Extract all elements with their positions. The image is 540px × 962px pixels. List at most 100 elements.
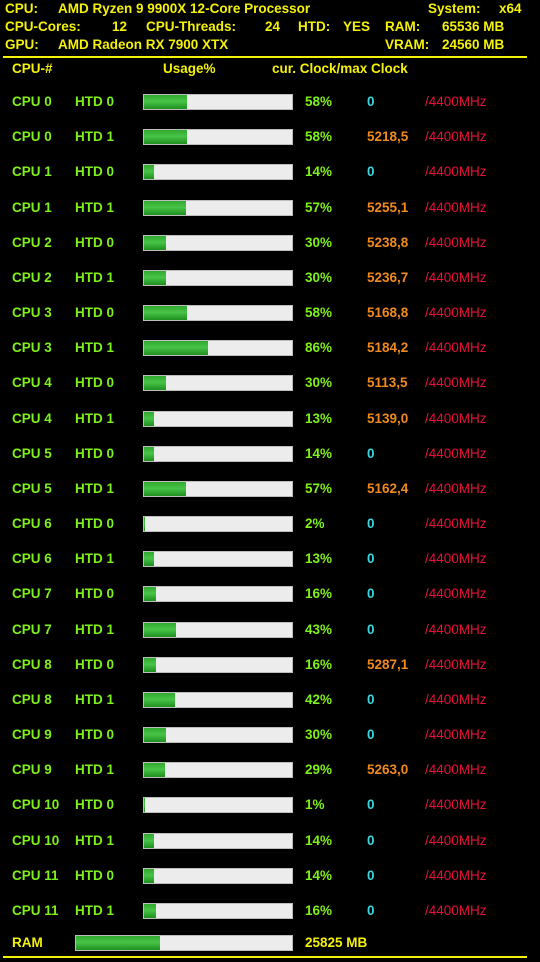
cpu-usage-bar	[143, 164, 293, 181]
ram-row: RAM 25825 MB	[0, 933, 540, 953]
cpu-row: CPU 9 HTD 1 29% 5263,0/4400MHz	[0, 760, 540, 795]
cpu-row-thread: HTD 0	[75, 234, 115, 250]
cpu-row-label: CPU 8	[12, 656, 52, 672]
cpu-usage-bar-fill	[144, 270, 167, 285]
ram-row-value: 25825 MB	[305, 935, 368, 950]
cpu-max-clock: /4400MHz	[425, 727, 487, 743]
cpu-row-label: CPU 3	[12, 340, 52, 356]
htd-label: HTD:	[298, 19, 331, 34]
gpu-name: AMD Radeon RX 7900 XTX	[58, 37, 229, 52]
cpu-row-label: CPU 5	[12, 480, 52, 496]
header-line-cores: CPU-Cores: 12 CPU-Threads: 24 HTD: YES R…	[0, 18, 540, 36]
cpu-row-label: CPU 10	[12, 797, 60, 813]
cpu-row-label: CPU 0	[12, 94, 52, 109]
cpu-row-label: CPU 7	[12, 586, 52, 602]
cpu-current-clock: 0	[367, 832, 375, 848]
cpu-row-label: CPU 7	[12, 621, 52, 637]
cpu-row: CPU 1 HTD 0 14% 0/4400MHz	[0, 162, 540, 197]
cpu-row-thread: HTD 1	[75, 762, 115, 778]
cpu-usage-bar	[143, 375, 293, 392]
column-header-usage: Usage%	[163, 61, 216, 76]
cpu-usage-percent: 57%	[305, 199, 333, 215]
cpu-row: CPU 1 HTD 1 57% 5255,1/4400MHz	[0, 198, 540, 233]
cpu-row-label: CPU 0	[12, 129, 52, 145]
cpu-current-clock: 0	[367, 94, 375, 109]
cpu-row-thread: HTD 0	[75, 94, 115, 109]
cpu-max-clock: /4400MHz	[425, 445, 487, 461]
cpu-label: CPU:	[5, 1, 38, 16]
cpu-current-clock: 5162,4	[367, 480, 409, 496]
cpu-max-clock: /4400MHz	[425, 94, 487, 109]
cpu-row: CPU 4 HTD 1 13% 5139,0/4400MHz	[0, 409, 540, 444]
cpu-usage-percent: 13%	[305, 551, 333, 567]
cpu-current-clock: 5139,0	[367, 410, 409, 426]
cpu-usage-percent: 30%	[305, 269, 333, 285]
cpu-usage-percent: 1%	[305, 797, 325, 813]
cpu-current-clock: 0	[367, 586, 375, 602]
cpu-usage-bar-fill	[144, 622, 176, 637]
cpu-row: CPU 2 HTD 0 30% 5238,8/4400MHz	[0, 233, 540, 268]
cpu-row-thread: HTD 1	[75, 621, 115, 637]
cpu-current-clock: 5184,2	[367, 340, 409, 356]
cpu-current-clock: 0	[367, 867, 375, 883]
cpu-row-thread: HTD 0	[75, 656, 115, 672]
cpu-usage-percent: 14%	[305, 445, 333, 461]
cpu-usage-bar	[143, 410, 293, 427]
cpu-current-clock: 5255,1	[367, 199, 409, 215]
system-label: System:	[428, 1, 481, 16]
cpu-row-label: CPU 4	[12, 410, 52, 426]
cpu-max-clock: /4400MHz	[425, 516, 487, 531]
cpu-row-label: CPU 1	[12, 164, 52, 180]
cpu-usage-bar-fill	[144, 306, 187, 320]
cpu-usage-bar-fill	[144, 692, 176, 707]
cpu-current-clock: 0	[367, 727, 375, 743]
cpu-usage-bar-fill	[144, 798, 145, 813]
ram-usage-bar	[75, 935, 293, 951]
cpu-usage-percent: 58%	[305, 94, 333, 109]
cpu-row-label: CPU 3	[12, 305, 52, 320]
cpu-usage-bar	[143, 586, 293, 603]
cpu-usage-bar-fill	[144, 728, 167, 743]
cpu-max-clock: /4400MHz	[425, 656, 487, 672]
cpu-row-thread: HTD 1	[75, 340, 115, 356]
cpu-usage-percent: 43%	[305, 621, 333, 637]
cpu-max-clock: /4400MHz	[425, 586, 487, 602]
cpu-current-clock: 5287,1	[367, 656, 409, 672]
cpu-row-label: CPU 9	[12, 762, 52, 778]
cpu-usage-percent: 16%	[305, 902, 333, 918]
cpu-row-label: CPU 5	[12, 445, 52, 461]
cpu-usage-percent: 30%	[305, 375, 333, 391]
cpu-row-label: CPU 8	[12, 691, 52, 707]
cpu-max-clock: /4400MHz	[425, 832, 487, 848]
cpu-usage-percent: 30%	[305, 234, 333, 250]
cpu-usage-percent: 2%	[305, 516, 325, 531]
cpu-max-clock: /4400MHz	[425, 234, 487, 250]
cpu-usage-bar	[143, 762, 293, 779]
cpu-row-label: CPU 10	[12, 832, 60, 848]
cpu-usage-bar-fill	[144, 833, 155, 848]
cpu-row-thread: HTD 1	[75, 551, 115, 567]
cpu-max-clock: /4400MHz	[425, 199, 487, 215]
cpu-row: CPU 6 HTD 1 13% 0/4400MHz	[0, 549, 540, 584]
system-value: x64	[499, 1, 522, 16]
cpu-usage-bar	[143, 129, 293, 146]
header-divider	[3, 56, 527, 58]
cpu-row-thread: HTD 1	[75, 480, 115, 496]
cpu-row-label: CPU 11	[12, 867, 59, 883]
cpu-max-clock: /4400MHz	[425, 762, 487, 778]
cpu-row-thread: HTD 0	[75, 586, 115, 602]
cpu-row-thread: HTD 0	[75, 727, 115, 743]
cpu-usage-percent: 58%	[305, 129, 333, 145]
cpu-usage-bar	[143, 867, 293, 884]
cpu-usage-percent: 13%	[305, 410, 333, 426]
cpu-usage-bar	[143, 516, 293, 532]
cpu-usage-bar	[143, 727, 293, 744]
cpu-usage-bar	[143, 305, 293, 321]
cpu-row-thread: HTD 0	[75, 305, 115, 320]
cpu-usage-bar	[143, 621, 293, 638]
gpu-label: GPU:	[5, 37, 39, 52]
cpu-row-label: CPU 9	[12, 727, 52, 743]
cpu-row: CPU 6 HTD 0 2% 0/4400MHz	[0, 514, 540, 549]
cpu-usage-bar	[143, 445, 293, 462]
cpu-current-clock: 0	[367, 445, 375, 461]
